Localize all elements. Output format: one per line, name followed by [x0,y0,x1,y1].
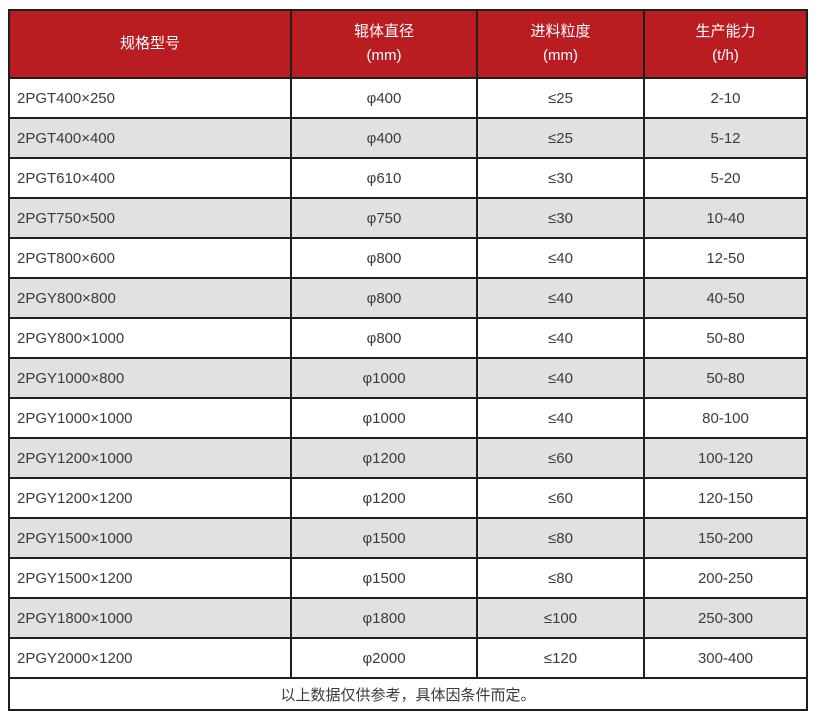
roller-diameter-cell: φ1000 [290,357,478,399]
model-cell: 2PGY1000×800 [8,357,292,399]
capacity-cell: 5-20 [643,157,808,199]
col-header-capacity: 生产能力 (t/h) [643,9,808,79]
col-header-model: 规格型号 [8,9,292,79]
col-header-feed-size: 进料粒度 (mm) [476,9,645,79]
roller-crusher-spec-table: 规格型号 辊体直径 (mm) 进料粒度 (mm) 生产能力 (t/h) 2PGT… [8,9,808,711]
capacity-cell: 300-400 [643,637,808,679]
capacity-cell: 12-50 [643,237,808,279]
feed-size-cell: ≤60 [476,437,645,479]
capacity-cell: 5-12 [643,117,808,159]
model-cell: 2PGY1000×1000 [8,397,292,439]
roller-diameter-cell: φ1200 [290,437,478,479]
capacity-cell: 150-200 [643,517,808,559]
feed-size-cell: ≤80 [476,557,645,599]
col-header-feed-size-unit: (mm) [543,47,578,64]
spec-table-container: 规格型号 辊体直径 (mm) 进料粒度 (mm) 生产能力 (t/h) 2PGT… [8,9,808,711]
roller-diameter-cell: φ2000 [290,637,478,679]
col-header-roller-diameter-label: 辊体直径 [353,23,414,40]
feed-size-cell: ≤40 [476,357,645,399]
table-row: 2PGY1800×1000 φ1800 ≤100 250-300 [8,597,808,639]
feed-size-cell: ≤25 [476,77,645,119]
capacity-cell: 2-10 [643,77,808,119]
table-body: 2PGT400×250 φ400 ≤25 2-10 2PGT400×400 φ400 ≤25… [8,77,808,679]
col-header-roller-diameter-unit: (mm) [366,47,402,64]
roller-diameter-cell: φ800 [290,277,478,319]
table-row: 2PGY800×800 φ800 ≤40 40-50 [8,277,808,319]
model-cell: 2PGT610×400 [8,157,292,199]
capacity-cell: 40-50 [643,277,808,319]
capacity-cell: 120-150 [643,477,808,519]
table-row: 2PGY1500×1000 φ1500 ≤80 150-200 [8,517,808,559]
model-cell: 2PGT750×500 [8,197,292,239]
col-header-capacity-label: 生产能力 [695,23,756,40]
footnote-row: 以上数据仅供参考，具体因条件而定。 [8,677,808,711]
feed-size-cell: ≤40 [476,237,645,279]
feed-size-cell: ≤60 [476,477,645,519]
feed-size-cell: ≤30 [476,157,645,199]
feed-size-cell: ≤100 [476,597,645,639]
feed-size-cell: ≤40 [476,277,645,319]
feed-size-cell: ≤30 [476,197,645,239]
table-row: 2PGY1000×800 φ1000 ≤40 50-80 [8,357,808,399]
roller-diameter-cell: φ800 [290,237,478,279]
capacity-cell: 10-40 [643,197,808,239]
table-row: 2PGT400×400 φ400 ≤25 5-12 [8,117,808,159]
col-header-roller-diameter: 辊体直径 (mm) [290,9,478,79]
col-header-capacity-unit: (t/h) [712,47,739,64]
roller-diameter-cell: φ1500 [290,557,478,599]
header-row: 规格型号 辊体直径 (mm) 进料粒度 (mm) 生产能力 (t/h) [8,9,808,79]
feed-size-cell: ≤120 [476,637,645,679]
col-header-feed-size-label: 进料粒度 [530,23,591,40]
roller-diameter-cell: φ400 [290,77,478,119]
roller-diameter-cell: φ750 [290,197,478,239]
roller-diameter-cell: φ800 [290,317,478,359]
capacity-cell: 50-80 [643,357,808,399]
feed-size-cell: ≤40 [476,317,645,359]
model-cell: 2PGT400×250 [8,77,292,119]
model-cell: 2PGT400×400 [8,117,292,159]
roller-diameter-cell: φ610 [290,157,478,199]
model-cell: 2PGY1500×1000 [8,517,292,559]
table-row: 2PGT800×600 φ800 ≤40 12-50 [8,237,808,279]
model-cell: 2PGT800×600 [8,237,292,279]
roller-diameter-cell: φ400 [290,117,478,159]
model-cell: 2PGY1500×1200 [8,557,292,599]
feed-size-cell: ≤80 [476,517,645,559]
capacity-cell: 200-250 [643,557,808,599]
table-row: 2PGY2000×1200 φ2000 ≤120 300-400 [8,637,808,679]
model-cell: 2PGY1200×1200 [8,477,292,519]
table-row: 2PGY1000×1000 φ1000 ≤40 80-100 [8,397,808,439]
roller-diameter-cell: φ1200 [290,477,478,519]
model-cell: 2PGY1200×1000 [8,437,292,479]
table-footer: 以上数据仅供参考，具体因条件而定。 [8,677,808,711]
capacity-cell: 100-120 [643,437,808,479]
model-cell: 2PGY1800×1000 [8,597,292,639]
model-cell: 2PGY800×800 [8,277,292,319]
table-row: 2PGY1200×1000 φ1200 ≤60 100-120 [8,437,808,479]
col-header-model-label: 规格型号 [119,35,180,52]
roller-diameter-cell: φ1000 [290,397,478,439]
model-cell: 2PGY2000×1200 [8,637,292,679]
capacity-cell: 50-80 [643,317,808,359]
table-row: 2PGT400×250 φ400 ≤25 2-10 [8,77,808,119]
table-row: 2PGY800×1000 φ800 ≤40 50-80 [8,317,808,359]
footnote-cell: 以上数据仅供参考，具体因条件而定。 [8,677,808,711]
feed-size-cell: ≤40 [476,397,645,439]
table-row: 2PGT610×400 φ610 ≤30 5-20 [8,157,808,199]
table-row: 2PGT750×500 φ750 ≤30 10-40 [8,197,808,239]
capacity-cell: 80-100 [643,397,808,439]
roller-diameter-cell: φ1500 [290,517,478,559]
feed-size-cell: ≤25 [476,117,645,159]
roller-diameter-cell: φ1800 [290,597,478,639]
model-cell: 2PGY800×1000 [8,317,292,359]
table-header: 规格型号 辊体直径 (mm) 进料粒度 (mm) 生产能力 (t/h) [8,9,808,79]
capacity-cell: 250-300 [643,597,808,639]
table-row: 2PGY1200×1200 φ1200 ≤60 120-150 [8,477,808,519]
table-row: 2PGY1500×1200 φ1500 ≤80 200-250 [8,557,808,599]
